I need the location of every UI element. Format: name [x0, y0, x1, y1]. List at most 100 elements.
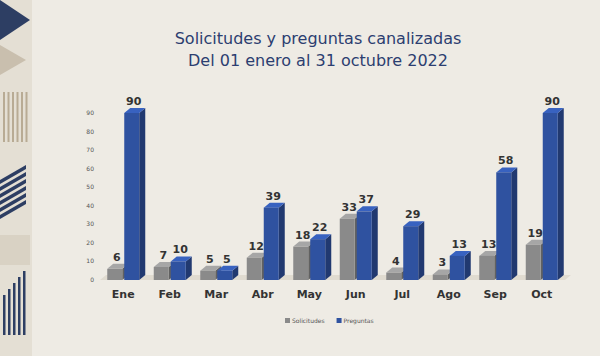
bar	[124, 113, 139, 280]
decor-bar	[18, 277, 21, 335]
title: Solicitudes y preguntas canalizadas	[175, 29, 462, 48]
y-tick-label: 40	[86, 202, 94, 209]
bar	[171, 261, 186, 280]
bar-top	[264, 203, 285, 208]
x-tick-label: Jul	[393, 288, 410, 301]
data-label: 5	[206, 253, 214, 266]
bar-top	[496, 167, 517, 172]
data-label: 12	[249, 240, 264, 253]
decor-stripe	[17, 92, 19, 142]
data-labels: 6 7 5 12 18 33 4 3 13 19 90 10 5 39 22 37 29 13 58 90	[113, 95, 560, 269]
bar-side	[279, 203, 285, 280]
data-label: 22	[312, 221, 327, 234]
background	[0, 0, 600, 356]
decor-stripe	[26, 92, 28, 142]
bar-top	[217, 266, 238, 271]
y-tick-label: 70	[86, 146, 94, 153]
bar	[293, 247, 308, 280]
bar	[403, 226, 418, 280]
x-tick-label: Sep	[484, 288, 507, 301]
bar-top	[310, 234, 331, 239]
bars	[107, 108, 564, 280]
data-label: 13	[481, 238, 496, 251]
bar-side	[465, 251, 471, 280]
decor-triangle	[0, 45, 26, 75]
y-tick-label: 80	[86, 128, 94, 135]
bar	[450, 256, 465, 280]
bar	[340, 219, 355, 280]
data-label: 19	[528, 227, 543, 240]
bar-side	[558, 108, 564, 280]
decor-bar	[8, 289, 11, 335]
bar-top	[450, 251, 471, 256]
x-tick-label: Mar	[204, 288, 228, 301]
data-label: 37	[359, 193, 374, 206]
bar-side	[418, 221, 424, 280]
data-label: 6	[113, 251, 121, 264]
bar	[526, 245, 541, 280]
x-tick-label: Ago	[437, 288, 461, 301]
decor-bar	[23, 271, 26, 335]
decoration	[0, 0, 32, 356]
x-axis: EneFebMarAbrMayJunJulAgoSepOct	[112, 288, 552, 301]
decor-panel	[0, 0, 32, 356]
data-label: 3	[438, 256, 446, 269]
data-label: 4	[392, 255, 400, 268]
bar	[479, 256, 494, 280]
bar-top	[543, 108, 564, 113]
data-label: 13	[452, 238, 467, 251]
y-tick-label: 20	[86, 239, 94, 246]
y-tick-label: 30	[86, 220, 94, 227]
bar-side	[139, 108, 145, 280]
legend-label: Preguntas	[344, 317, 374, 325]
y-tick-label: 90	[86, 109, 94, 116]
x-tick-label: Jun	[345, 288, 366, 301]
bar	[247, 258, 262, 280]
legend: SolicitudesPreguntas	[285, 317, 374, 325]
bar	[107, 269, 122, 280]
decor-bar	[3, 295, 6, 335]
data-label: 90	[545, 95, 561, 108]
decor-stripe	[12, 92, 14, 142]
data-label: 18	[295, 229, 310, 242]
bar-top	[200, 266, 221, 271]
x-tick-label: Oct	[531, 288, 552, 301]
bar-side	[325, 234, 331, 280]
x-tick-label: May	[297, 288, 322, 301]
y-tick-label: 60	[86, 165, 94, 172]
bar	[310, 239, 325, 280]
bar	[217, 271, 232, 280]
decor-stripe	[21, 92, 23, 142]
data-label: 39	[266, 190, 281, 203]
y-tick-label: 0	[90, 276, 94, 283]
bar-top	[357, 206, 378, 211]
bar-top	[171, 256, 192, 261]
decor-triangle	[0, 0, 30, 40]
bar	[386, 273, 401, 280]
bar	[496, 172, 511, 280]
y-tick-label: 50	[86, 183, 94, 190]
y-axis: 0102030405060708090	[86, 109, 94, 283]
chart: Solicitudes y preguntas canalizadas Del 0…	[0, 0, 600, 356]
data-label: 29	[405, 208, 420, 221]
bar-side	[372, 206, 378, 280]
data-label: 90	[126, 95, 142, 108]
bar	[264, 208, 279, 280]
bar-top	[124, 108, 145, 113]
data-label: 7	[159, 249, 167, 262]
x-tick-label: Feb	[159, 288, 182, 301]
data-label: 10	[173, 243, 189, 256]
bar	[200, 271, 215, 280]
legend-swatch	[337, 318, 342, 323]
bar	[543, 113, 558, 280]
data-label: 5	[223, 253, 231, 266]
bar	[357, 211, 372, 280]
bar-top	[403, 221, 424, 226]
data-label: 33	[342, 201, 357, 214]
decor-block	[0, 235, 30, 265]
decor-bar	[13, 283, 16, 335]
subtitle: Del 01 enero al 31 octubre 2022	[188, 51, 448, 70]
bar	[154, 267, 169, 280]
bar-side	[511, 167, 517, 280]
data-label: 58	[498, 154, 513, 167]
